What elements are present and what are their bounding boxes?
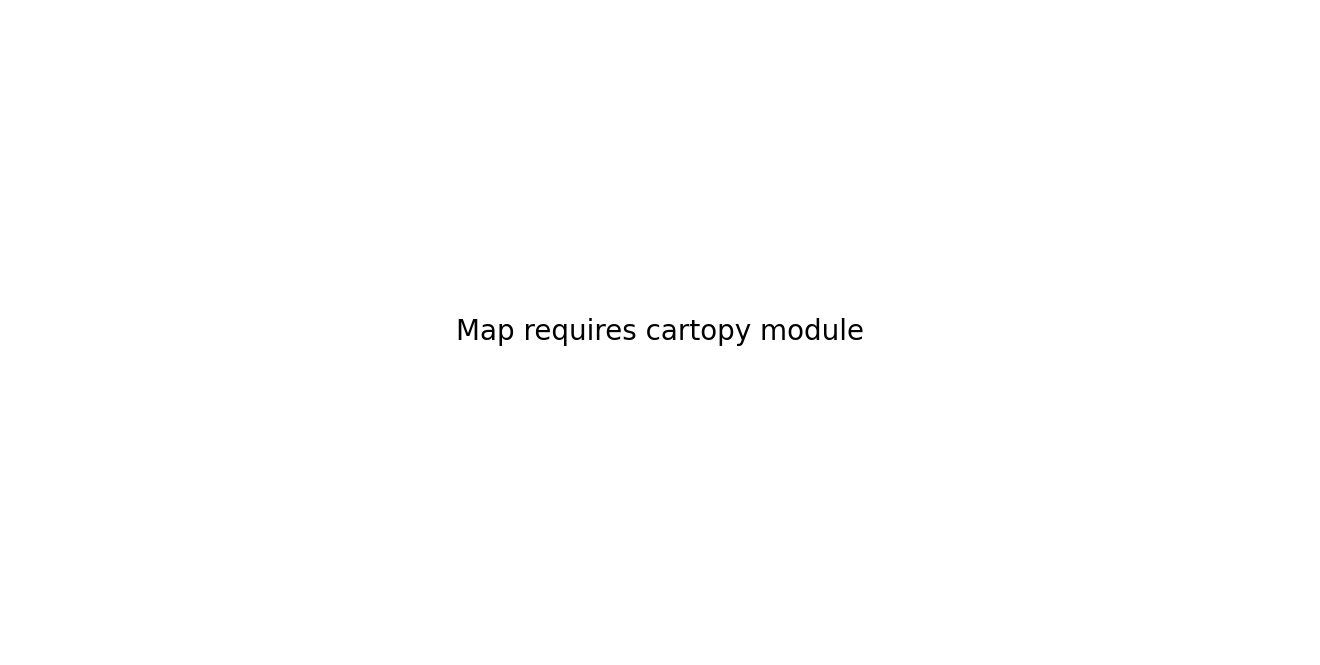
Text: Map requires cartopy module: Map requires cartopy module	[455, 319, 865, 346]
